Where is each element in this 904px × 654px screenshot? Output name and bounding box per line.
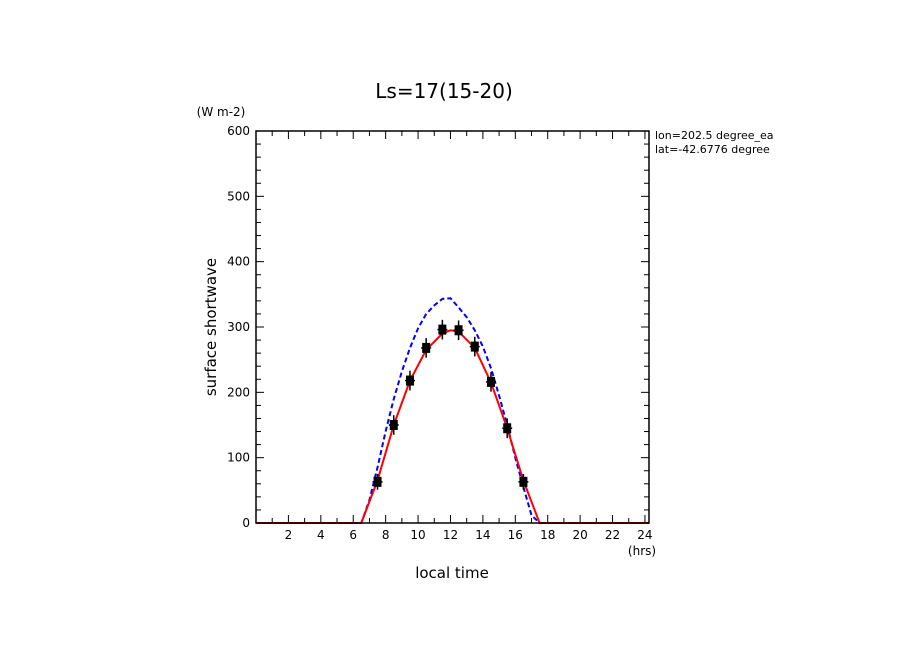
x-axis-label: local time: [415, 564, 489, 582]
y-tick-label: 0: [242, 516, 250, 530]
annotation-lon: lon=202.5 degree_ea: [655, 129, 774, 142]
y-axis-label: surface shortwave: [202, 258, 220, 396]
annotation-lat: lat=-42.6776 degree: [655, 143, 770, 156]
x-tick-label: 8: [382, 528, 390, 542]
x-tick-label: 2: [285, 528, 293, 542]
x-tick-label: 10: [410, 528, 425, 542]
data-marker: [438, 324, 447, 335]
data-marker: [454, 325, 463, 336]
y-tick-label: 100: [227, 451, 250, 465]
data-marker: [389, 420, 398, 430]
y-tick-label: 500: [227, 189, 250, 203]
x-tick-label: 18: [540, 528, 555, 542]
y-tick-label: 300: [227, 320, 250, 334]
series-line-solid: [256, 329, 649, 524]
data-marker: [503, 423, 512, 434]
x-tick-label: 4: [317, 528, 325, 542]
x-tick-label: 6: [349, 528, 357, 542]
data-marker: [422, 342, 431, 353]
x-unit-label: (hrs): [628, 544, 656, 558]
plot-frame: [255, 130, 650, 524]
series-line-dashed: [256, 297, 649, 524]
x-tick-label: 24: [637, 528, 652, 542]
x-tick-label: 12: [443, 528, 458, 542]
y-tick-label: 600: [227, 124, 250, 138]
y-tick-label: 400: [227, 255, 250, 269]
x-tick-label: 16: [508, 528, 523, 542]
chart-title: Ls=17(15-20): [375, 79, 513, 103]
y-tick-label: 200: [227, 385, 250, 399]
data-marker: [373, 476, 382, 487]
y-unit-label: (W m-2): [197, 105, 246, 119]
data-marker: [470, 341, 479, 352]
x-tick-label: 20: [572, 528, 587, 542]
x-tick-label: 22: [605, 528, 620, 542]
data-marker: [405, 375, 414, 386]
x-tick-label: 14: [475, 528, 490, 542]
data-marker: [519, 476, 528, 487]
data-marker: [486, 376, 495, 387]
